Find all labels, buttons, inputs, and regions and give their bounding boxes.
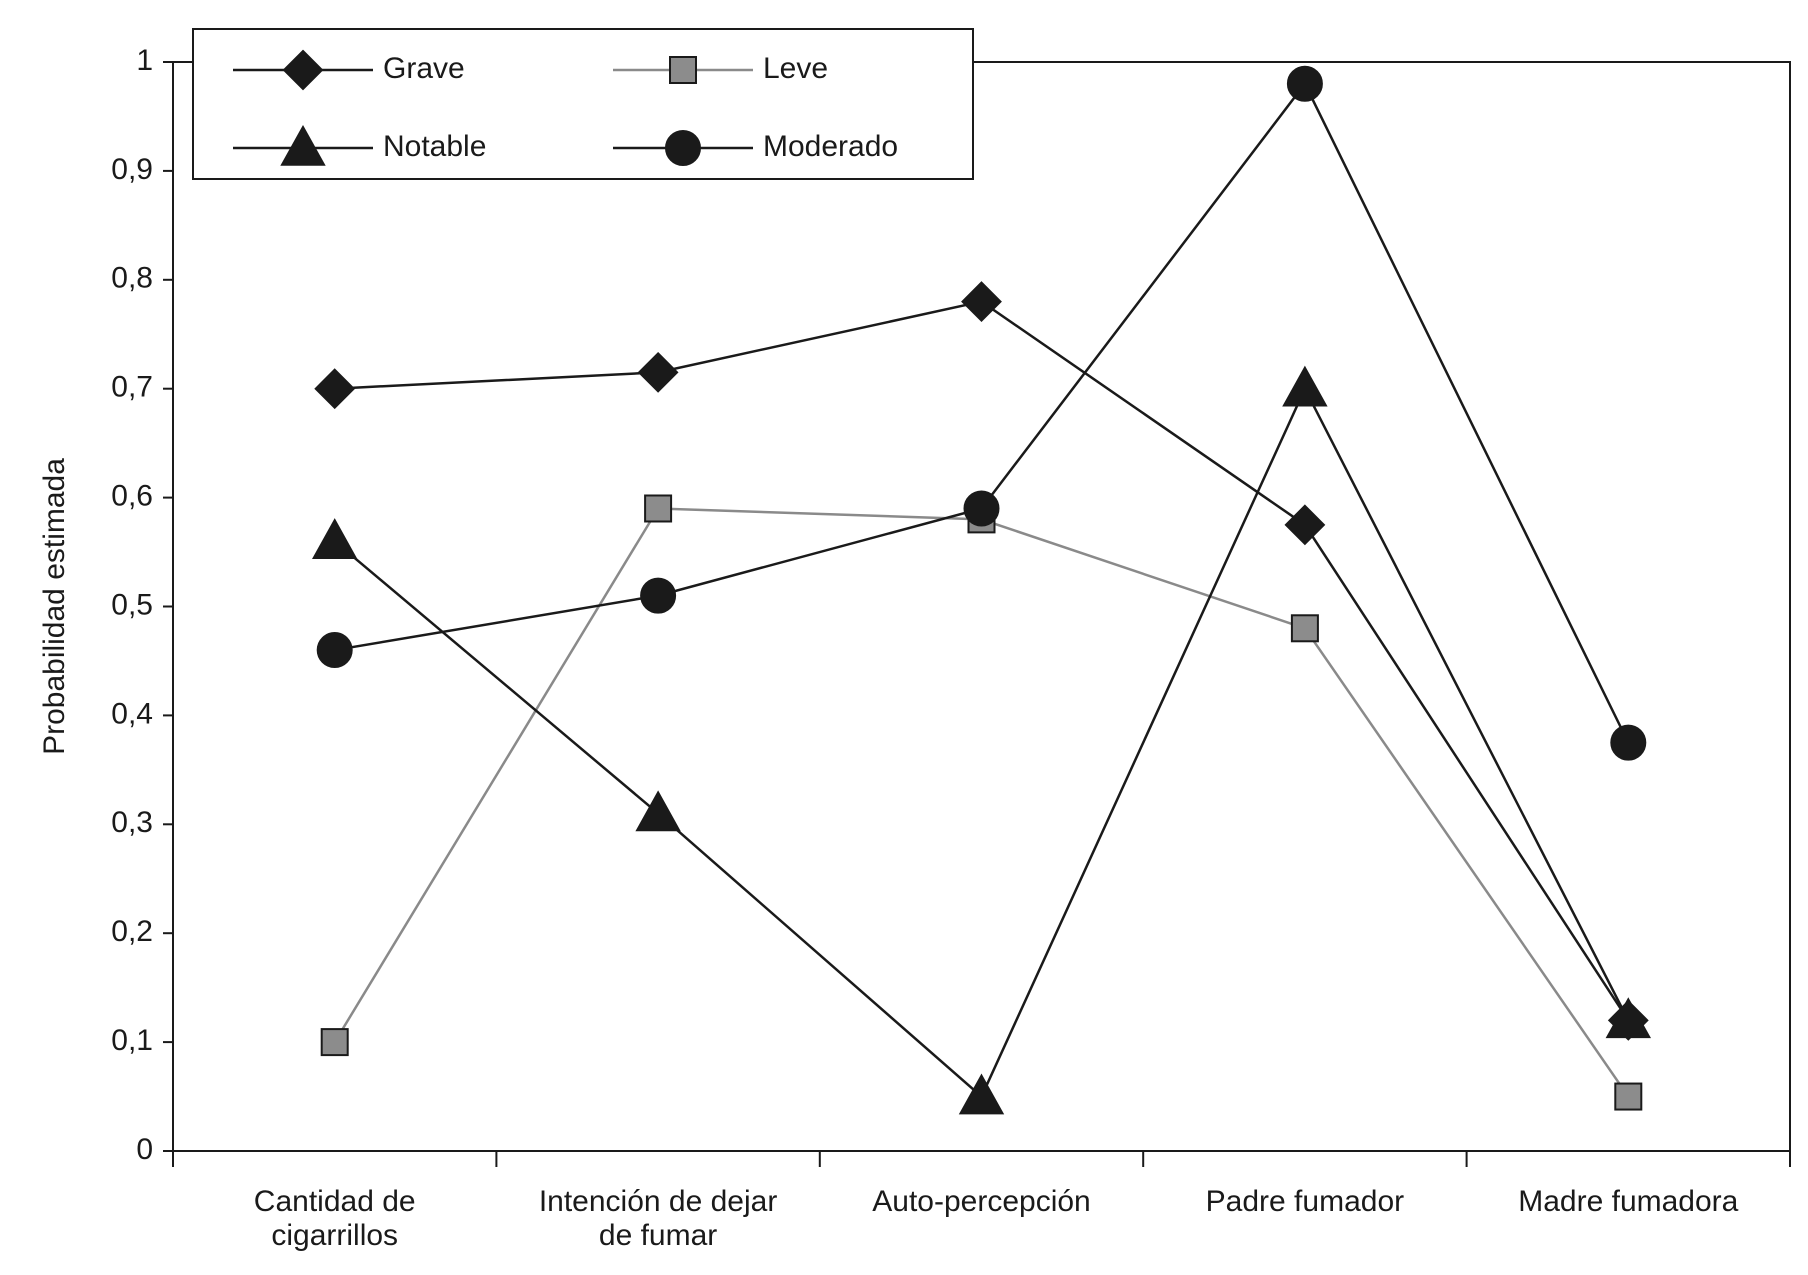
data-point-moderado [316, 632, 353, 669]
data-point-moderado [1286, 65, 1323, 102]
x-tick-label: Intención de dejar de fumar [539, 1185, 778, 1252]
legend-label: Notable [383, 130, 486, 163]
data-point-notable [635, 790, 681, 832]
data-point-moderado [640, 577, 677, 614]
y-tick-label: 0,1 [111, 1024, 153, 1057]
plot-frame [173, 61, 1791, 1151]
data-point-notable [1282, 365, 1328, 407]
legend-marker [282, 49, 324, 91]
data-point-grave [1284, 504, 1326, 546]
legend-item-notable: Notable [233, 124, 486, 166]
legend-item-grave: Grave [233, 49, 465, 91]
data-point-leve [1290, 614, 1319, 643]
y-tick-label: 0,7 [111, 371, 153, 404]
data-point-grave [961, 281, 1002, 322]
data-point-grave [637, 351, 679, 393]
data-point-moderado [1610, 724, 1647, 761]
series-leve [320, 494, 1643, 1111]
series-group [312, 65, 1651, 1115]
series-moderado [316, 65, 1647, 761]
y-tick-label: 0,3 [111, 806, 153, 839]
y-tick-label: 0,5 [111, 588, 153, 621]
data-point-notable [312, 518, 358, 559]
y-tick-label: 0 [136, 1133, 153, 1166]
x-tick-label: Madre fumadora [1518, 1185, 1738, 1218]
legend-marker [669, 56, 697, 84]
legend-label: Moderado [763, 130, 898, 163]
x-tick-label: Auto-percepción [872, 1185, 1090, 1218]
data-point-leve [1614, 1082, 1643, 1111]
legend-label: Grave [383, 52, 465, 85]
data-point-leve [320, 1028, 349, 1057]
series-line-leve [333, 507, 1630, 1098]
data-point-notable [1605, 997, 1651, 1039]
data-point-notable [958, 1073, 1005, 1115]
y-tick-label: 0,8 [111, 262, 153, 295]
axes: 0 0,1 0,2 0,3 0,4 0,5 0,6 0,7 0,8 0,9 1 Cantidad de… [38, 44, 1791, 1252]
data-point-leve [644, 494, 673, 523]
legend-item-moderado: Moderado [613, 130, 898, 166]
plot-border [173, 61, 1791, 1151]
series-notable [312, 365, 1651, 1115]
y-tick-label: 0,4 [111, 697, 153, 730]
series-line-grave [334, 300, 1630, 1022]
legend: Grave Leve Notable Moderado [192, 28, 974, 180]
y-tick-label: 0,6 [111, 480, 153, 513]
x-tick-label: Padre fumador [1206, 1185, 1404, 1218]
legend-marker [280, 124, 326, 166]
data-point-moderado [963, 490, 1000, 527]
y-axis-title: Probabilidad estimada [38, 458, 71, 755]
data-point-grave [314, 368, 356, 410]
y-tick-label: 1 [136, 44, 153, 77]
legend-item-leve: Leve [613, 52, 828, 85]
legend-label: Leve [763, 52, 828, 85]
series-grave [314, 281, 1649, 1041]
legend-marker [665, 130, 701, 166]
legend-box [192, 28, 974, 180]
y-tick-label: 0,2 [111, 915, 153, 948]
y-tick-label: 0,9 [111, 153, 153, 186]
x-tick-label: Cantidad de cigarrillos [254, 1185, 416, 1252]
